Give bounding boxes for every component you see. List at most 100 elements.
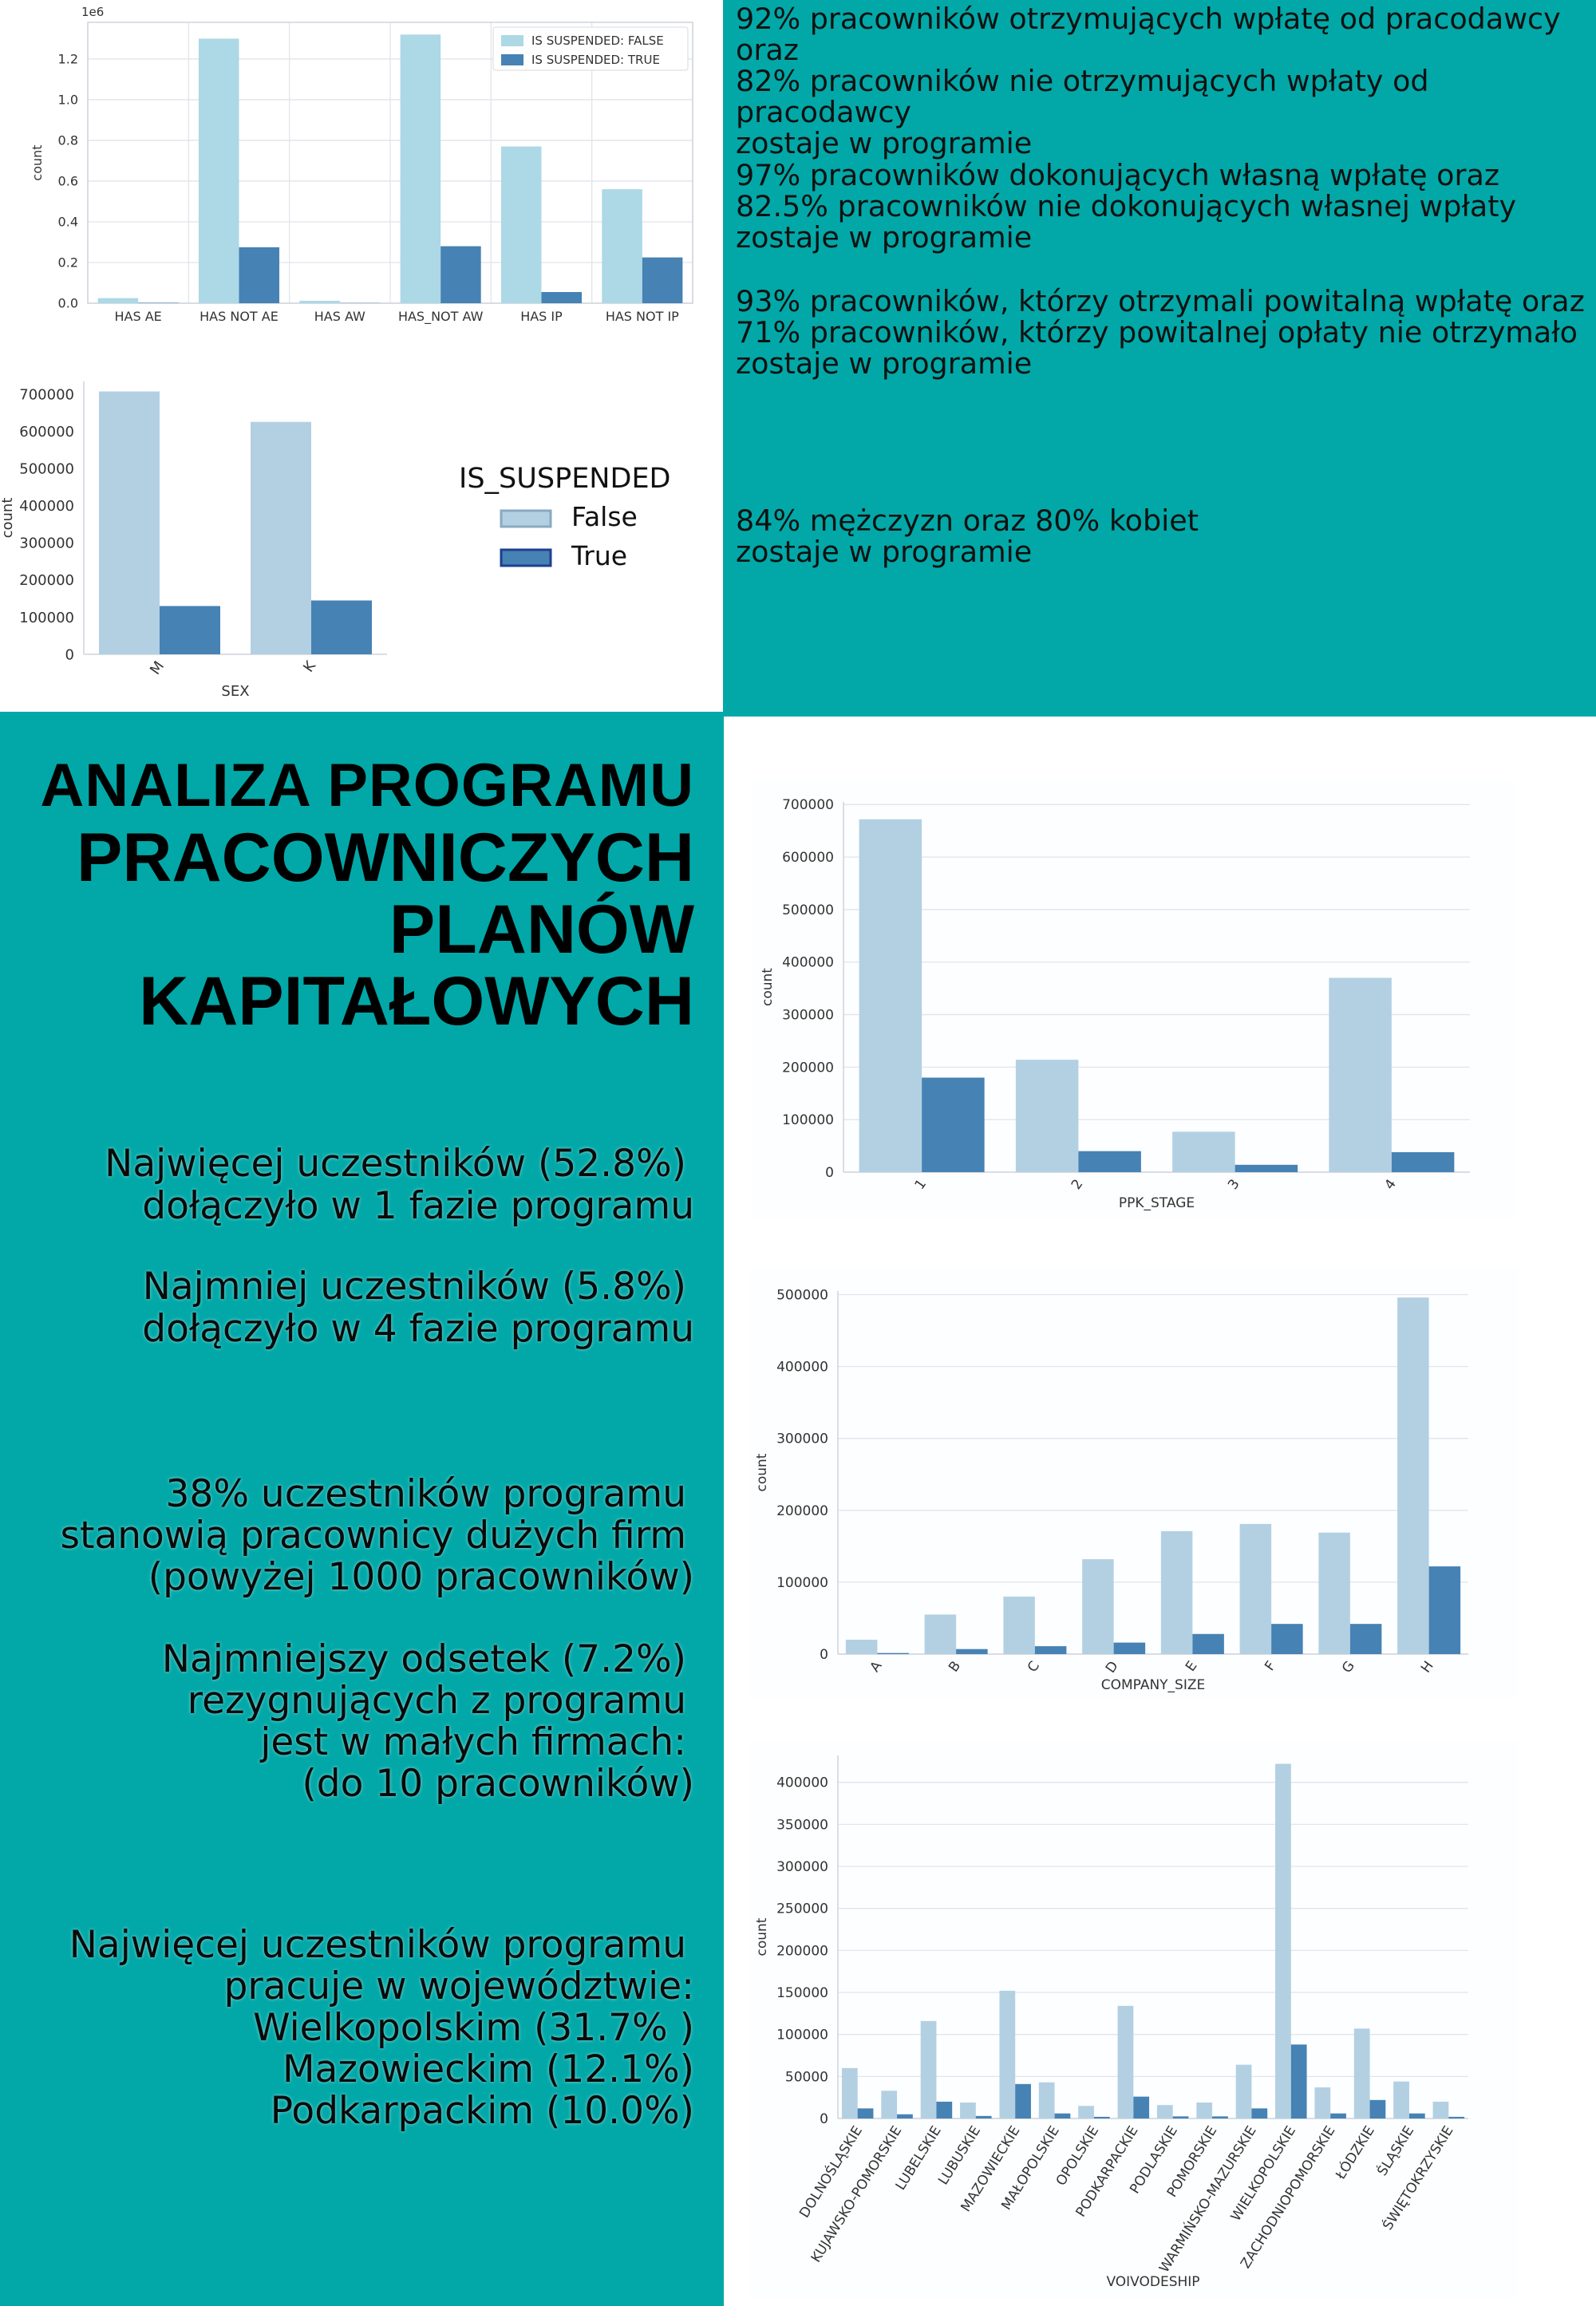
- bar: [1275, 1763, 1291, 2118]
- y-tick-label: 1.2: [58, 52, 78, 67]
- bar: [99, 391, 160, 654]
- info-line: (powyżej 1000 pracowników): [148, 1555, 694, 1599]
- page-title: ANALIZA PROGRAMU PRACOWNICZYCH PLANÓW KA…: [40, 750, 694, 1037]
- y-tick-label: 300000: [776, 1859, 828, 1875]
- bar: [1113, 1642, 1146, 1654]
- bar: [881, 2091, 898, 2118]
- y-tick-label: 500000: [19, 461, 74, 478]
- title-line: PLANÓW: [389, 891, 694, 968]
- bar: [1235, 1164, 1298, 1172]
- title-line: ANALIZA PROGRAMU: [40, 752, 694, 819]
- info-line: (do 10 pracowników): [302, 1762, 694, 1806]
- stats-line: oraz: [736, 33, 799, 67]
- info-block-large-firms: 38% uczestników programu stanowią pracow…: [61, 1474, 695, 1598]
- bar: [1369, 2099, 1386, 2118]
- bar: [1251, 2108, 1268, 2118]
- bar: [1160, 1530, 1193, 1654]
- x-axis-label: COMPANY_SIZE: [1101, 1677, 1206, 1693]
- bar: [1082, 1559, 1114, 1654]
- chart-ae-aw-ip: 0.0 0.2 0.4 0.6 0.8 1.0 1.2 HAS AE HAS NOT AE HAS…: [0, 0, 718, 335]
- bar: [1038, 2082, 1055, 2118]
- info-block-small-firms: Najmniejszy odsetek (7.2%) rezygnujących…: [162, 1639, 694, 1805]
- info-line: Najmniejszy odsetek (7.2%): [161, 1637, 686, 1681]
- x-tick-label: HAS NOT AE: [200, 309, 279, 324]
- y-tick-label: 400000: [19, 498, 74, 515]
- bar: [845, 1639, 878, 1654]
- info-line: rezygnujących z programu: [187, 1679, 686, 1723]
- bar: [1133, 2096, 1150, 2118]
- chart-voivodeship: 0 50000 100000 150000 200000 250000 300000 3500…: [750, 1739, 1518, 2298]
- bar: [922, 1077, 985, 1172]
- x-axis-label: PPK_STAGE: [1119, 1195, 1195, 1211]
- stats-line: zostaje w programie: [736, 126, 1033, 160]
- bar: [1015, 1060, 1079, 1172]
- y-tick-label: 300000: [776, 1431, 828, 1447]
- stats-line: 93% pracowników, którzy otrzymali powita…: [736, 284, 1585, 318]
- x-tick-label: G: [1339, 1658, 1358, 1676]
- bar: [198, 38, 239, 304]
- stats-line: 82.5% pracowników nie dokonujących własn…: [736, 189, 1517, 223]
- x-axis-label: VOIVODESHIP: [1106, 2274, 1199, 2290]
- y-axis-label: count: [754, 1917, 770, 1956]
- y-tick-label: 0.0: [58, 296, 78, 311]
- bar: [1448, 2116, 1465, 2118]
- stats-block-welcome: 93% pracowników, którzy otrzymali powita…: [736, 286, 1585, 379]
- chart-ppk-stage: 0 100000 200000 300000 400000 500000 600000 700…: [752, 780, 1516, 1218]
- stats-line: zostaje w programie: [736, 346, 1033, 381]
- y-axis-label: count: [760, 968, 776, 1006]
- bar: [1290, 2044, 1307, 2118]
- bar: [859, 819, 922, 1172]
- bar: [956, 1649, 988, 1654]
- y-tick-label: 200000: [776, 1503, 828, 1519]
- bar: [877, 1653, 909, 1654]
- bar: [857, 2108, 874, 2118]
- axis-offset-label: 1e6: [81, 5, 104, 19]
- bar: [1235, 2064, 1252, 2118]
- info-line: Wielkopolskim (31.7% ): [253, 2006, 694, 2050]
- x-tick-label: HAS AW: [314, 309, 365, 324]
- y-tick-label: 300000: [19, 535, 74, 552]
- x-tick-label: 2: [1069, 1176, 1087, 1192]
- bar: [1432, 2101, 1449, 2118]
- x-tick-label: F: [1262, 1658, 1279, 1673]
- bar: [1318, 1532, 1350, 1654]
- legend-swatch: [500, 509, 552, 528]
- y-tick-label: 350000: [776, 1817, 828, 1833]
- y-tick-label: 150000: [776, 1985, 828, 2001]
- info-line: Mazowieckim (12.1%): [282, 2047, 694, 2091]
- bar: [920, 2020, 937, 2118]
- info-line: pracuje w województwie:: [223, 1964, 694, 2008]
- bar: [1196, 2102, 1213, 2118]
- info-line: 38% uczestników programu: [165, 1472, 686, 1516]
- y-tick-label: 0.4: [58, 215, 78, 230]
- bar: [1353, 2028, 1370, 2118]
- bar: [97, 298, 139, 303]
- chart-sex: 0 100000 200000 300000 400000 500000 600000 700…: [0, 365, 710, 702]
- info-line: Najwięcej uczestników (52.8%): [105, 1142, 686, 1186]
- x-tick-label: A: [867, 1658, 885, 1675]
- info-line: stanowią pracownicy dużych firm: [60, 1514, 687, 1558]
- plot-frame: [87, 22, 693, 304]
- x-tick-label: HAS_NOT AW: [398, 309, 484, 325]
- bar: [1349, 1624, 1382, 1654]
- bar: [1393, 2081, 1409, 2118]
- legend-title: IS_SUSPENDED: [459, 463, 671, 495]
- y-tick-label: 500000: [782, 902, 834, 918]
- y-tick-label: 0: [65, 646, 74, 663]
- bar: [1212, 2116, 1228, 2118]
- legend-swatch: [500, 548, 552, 567]
- top-right-teal-panel: [723, 0, 1596, 717]
- y-axis-label: count: [754, 1453, 770, 1491]
- stats-block-sex: 84% mężczyzn oraz 80% kobiet zostaje w p…: [736, 505, 1199, 567]
- bar: [1015, 2083, 1031, 2118]
- bar: [299, 300, 340, 303]
- y-axis-label: count: [30, 144, 45, 180]
- stats-line: zostaje w programie: [736, 535, 1033, 569]
- x-tick-label: C: [1025, 1658, 1043, 1675]
- y-tick-label: 0: [820, 2111, 828, 2127]
- bar: [1330, 2113, 1346, 2118]
- x-axis-label: SEX: [221, 683, 249, 700]
- bar: [1428, 1566, 1461, 1654]
- bar: [1391, 1151, 1455, 1172]
- y-tick-label: 100000: [776, 1575, 828, 1591]
